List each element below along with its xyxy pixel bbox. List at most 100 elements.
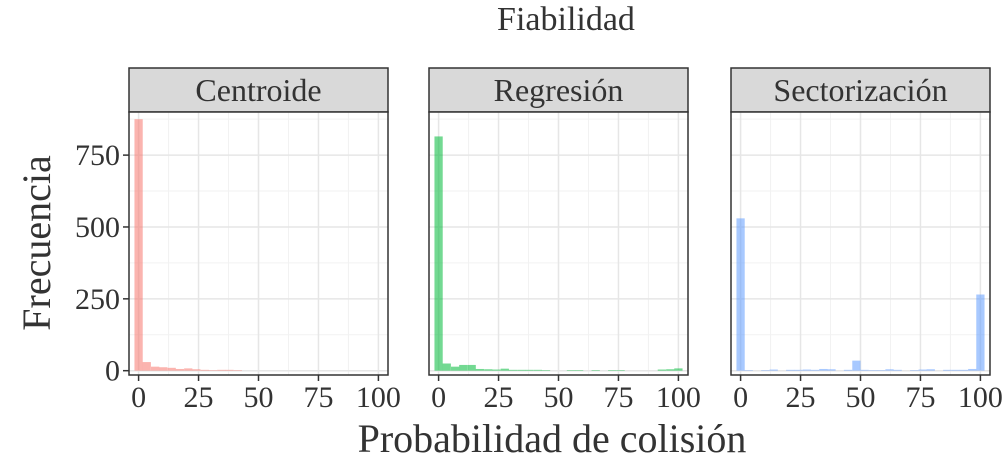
histogram-bar <box>500 368 509 371</box>
panel-strip <box>730 67 991 113</box>
histogram-bar <box>918 369 927 371</box>
y-axis: 0 250 500 750 <box>75 139 129 388</box>
x-tick-label: 75 <box>603 381 633 414</box>
histogram-bar <box>843 369 853 371</box>
histogram-bar <box>827 369 836 371</box>
histogram-bar <box>434 136 443 371</box>
y-tick-label: 250 <box>75 283 120 316</box>
x-axis: 0 25 50 75 100 <box>733 375 1003 414</box>
histogram-bar <box>541 370 551 371</box>
histogram-bar <box>794 369 803 371</box>
histogram-bar <box>666 369 675 371</box>
histogram-bar <box>926 369 935 371</box>
histogram-bar <box>769 369 778 371</box>
panel-strip-label: Regresión <box>494 72 624 108</box>
x-tick-label: 0 <box>431 381 446 414</box>
histogram-bar <box>208 370 218 371</box>
histogram-bar <box>475 368 484 371</box>
y-tick-label: 500 <box>75 211 120 244</box>
histogram-bar <box>508 369 518 371</box>
x-tick-label: 25 <box>484 381 514 414</box>
x-tick-label: 100 <box>656 381 701 414</box>
histogram-bar <box>142 362 151 371</box>
histogram-bar <box>517 369 526 371</box>
x-tick-label: 50 <box>544 381 574 414</box>
histogram-bar <box>761 370 770 371</box>
chart-title: Fiabilidad <box>497 1 635 38</box>
histogram-bar <box>492 369 501 371</box>
histogram-bar <box>484 369 493 371</box>
histogram-bar <box>968 368 977 371</box>
histogram-bar <box>134 119 143 371</box>
x-tick-label: 50 <box>244 381 274 414</box>
histogram-bar <box>151 366 160 371</box>
histogram-bar <box>233 370 243 371</box>
gridlines <box>129 112 388 375</box>
histogram-bar <box>868 370 878 371</box>
histogram-bar <box>608 370 617 371</box>
y-tick-label: 750 <box>75 139 120 172</box>
histogram-bar <box>802 369 811 371</box>
histogram-bar <box>852 360 861 371</box>
x-tick-label: 0 <box>131 381 146 414</box>
x-tick-label: 25 <box>184 381 214 414</box>
histogram-bar <box>786 369 795 371</box>
histogram-bar <box>225 369 234 371</box>
histogram-bar <box>876 370 886 371</box>
histogram-bar <box>860 369 869 371</box>
histogram-bar <box>893 369 902 371</box>
histogram-bar <box>959 369 968 371</box>
histogram-bar <box>943 369 952 371</box>
histogram-bar <box>200 369 209 371</box>
panel-strip <box>428 67 689 113</box>
histogram-bar <box>167 367 176 371</box>
panel-1: Centroide 0 25 50 75 100 <box>128 67 401 414</box>
histogram-bar <box>736 218 745 371</box>
histogram-bar <box>744 370 753 371</box>
histogram-bar <box>192 369 201 371</box>
histogram-bar <box>184 368 193 371</box>
panel-strip <box>128 67 389 113</box>
histogram-bar <box>616 370 625 371</box>
x-tick-label: 100 <box>356 381 401 414</box>
histogram-bars <box>134 119 243 371</box>
histogram-bar <box>525 369 534 371</box>
panel-strip-label: Sectorización <box>773 72 947 108</box>
histogram-bar <box>533 369 543 371</box>
histogram-bar <box>459 364 468 371</box>
x-tick-label: 75 <box>905 381 935 414</box>
x-tick-label: 75 <box>303 381 333 414</box>
y-axis-label: Frecuencia <box>14 155 59 331</box>
panel-3: Sectorización 0 25 50 75 100 <box>730 67 1003 414</box>
x-tick-label: 50 <box>846 381 876 414</box>
histogram-bar <box>657 369 666 371</box>
histogram-bar <box>674 368 683 371</box>
histogram-bar <box>451 366 460 371</box>
histogram-bar <box>175 368 184 371</box>
x-axis: 0 25 50 75 100 <box>131 375 401 414</box>
histogram-bar <box>159 367 168 371</box>
histogram-bar <box>810 369 820 371</box>
histogram-bar <box>951 369 960 371</box>
x-axis: 0 25 50 75 100 <box>431 375 701 414</box>
histogram-bar <box>442 363 451 371</box>
histogram-bars <box>434 136 683 371</box>
histogram-bar <box>566 370 576 371</box>
histogram-bar <box>574 370 584 371</box>
histogram-bar <box>819 368 828 371</box>
x-tick-label: 0 <box>733 381 748 414</box>
histogram-bar <box>885 369 894 371</box>
histogram-bar <box>910 370 919 371</box>
x-tick-label: 25 <box>786 381 816 414</box>
histogram-bar <box>976 294 985 371</box>
histogram-bar <box>217 369 226 371</box>
panel-2: Regresión 0 25 50 75 100 <box>428 67 701 414</box>
histogram-bar <box>591 370 600 371</box>
y-tick-label: 0 <box>105 355 120 388</box>
x-axis-label: Probabilidad de colisión <box>358 416 747 461</box>
histogram-bars <box>736 218 985 371</box>
histogram-bar <box>467 364 476 371</box>
x-tick-label: 100 <box>958 381 1003 414</box>
panel-strip-label: Centroide <box>195 72 321 108</box>
